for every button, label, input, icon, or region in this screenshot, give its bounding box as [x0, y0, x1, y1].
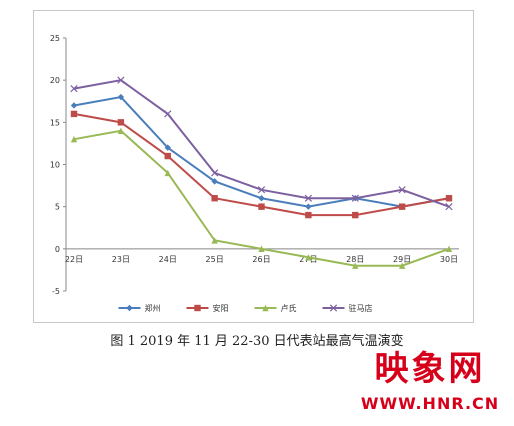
legend-label: 驻马店 [349, 303, 373, 313]
data-point-marker [164, 169, 171, 177]
legend-label: 安阳 [213, 303, 229, 313]
data-point-marker [445, 245, 453, 253]
data-point-marker [117, 93, 125, 101]
data-point-marker [70, 84, 78, 93]
marker-stroke [304, 194, 312, 202]
data-point-marker [305, 211, 312, 219]
marker-stroke [70, 84, 78, 93]
series-驻马店 [70, 76, 453, 211]
data-point-marker [211, 169, 219, 177]
data-point-marker [398, 186, 406, 194]
data-point-marker [258, 245, 265, 253]
y-tick-label: 10 [50, 161, 60, 170]
marker-stroke [117, 76, 125, 84]
series-郑州 [70, 93, 453, 210]
data-point-marker [164, 110, 172, 118]
watermark-logo-text: 映象网 [374, 349, 486, 389]
data-point-marker [126, 304, 133, 312]
y-tick-label: 20 [50, 76, 60, 85]
legend-item: 安阳 [186, 303, 229, 313]
data-point-marker [398, 262, 406, 269]
data-point-marker [304, 194, 312, 202]
data-point-marker [329, 304, 338, 312]
legend-item: 郑州 [118, 303, 161, 313]
data-point-marker [211, 237, 218, 244]
y-tick-label: -5 [52, 287, 60, 296]
data-point-marker [211, 178, 218, 185]
marker-stroke [211, 169, 219, 177]
x-tick-label: 22日 [65, 255, 83, 264]
data-point-marker [117, 76, 125, 84]
data-point-marker [258, 203, 265, 210]
x-tick-label: 24日 [159, 255, 177, 264]
data-point-marker [305, 203, 312, 210]
data-point-marker [398, 203, 406, 210]
marker-stroke [445, 203, 453, 211]
data-point-marker [117, 127, 125, 134]
x-tick-label: 23日 [112, 255, 130, 264]
y-tick-label: 25 [50, 34, 60, 43]
marker-stroke [257, 186, 266, 194]
data-point-marker [352, 211, 359, 219]
y-tick-label: 5 [55, 203, 60, 212]
series-安阳 [70, 110, 453, 219]
legend-label: 郑州 [145, 303, 161, 313]
series-卢氏 [70, 127, 453, 269]
marker-stroke [164, 110, 172, 118]
data-point-marker [70, 110, 78, 118]
watermark-logo: 映象网 WWW.HNR.CN [350, 348, 510, 422]
chart-area: -5051015202522日23日24日25日26日27日28日29日30日 … [33, 10, 474, 323]
data-point-marker [70, 102, 78, 109]
figure-caption: 图 1 2019 年 11 月 22-30 日代表站最高气温演变 [110, 334, 404, 349]
series-line [73, 79, 450, 208]
data-point-marker [257, 186, 266, 194]
data-point-marker [211, 195, 218, 202]
data-point-marker [70, 136, 78, 143]
marker-stroke [329, 304, 338, 312]
data-point-marker [351, 194, 359, 202]
marker-stroke [351, 194, 359, 202]
x-tick-label: 29日 [393, 255, 411, 264]
data-point-marker [164, 144, 171, 151]
legend-item: 驻马店 [322, 303, 373, 313]
data-point-marker [305, 254, 312, 261]
data-point-marker [194, 304, 201, 312]
legend-label: 卢氏 [281, 303, 297, 313]
data-point-marker [445, 203, 453, 211]
data-point-marker [117, 119, 125, 126]
data-point-marker [352, 262, 359, 269]
x-tick-label: 28日 [346, 255, 364, 264]
x-tick-label: 26日 [252, 255, 270, 264]
data-point-marker [164, 152, 171, 160]
line-chart: -5051015202522日23日24日25日26日27日28日29日30日 … [50, 34, 459, 313]
marker-stroke [398, 186, 406, 194]
data-point-marker [258, 195, 265, 202]
y-tick-label: 15 [50, 118, 60, 127]
data-point-marker [262, 304, 269, 312]
data-point-marker [445, 195, 453, 202]
y-tick-label: 0 [55, 245, 60, 254]
x-tick-label: 25日 [206, 255, 224, 264]
x-tick-label: 30日 [440, 255, 458, 264]
watermark-url: WWW.HNR.CN [360, 394, 500, 413]
legend-item: 卢氏 [254, 303, 297, 313]
